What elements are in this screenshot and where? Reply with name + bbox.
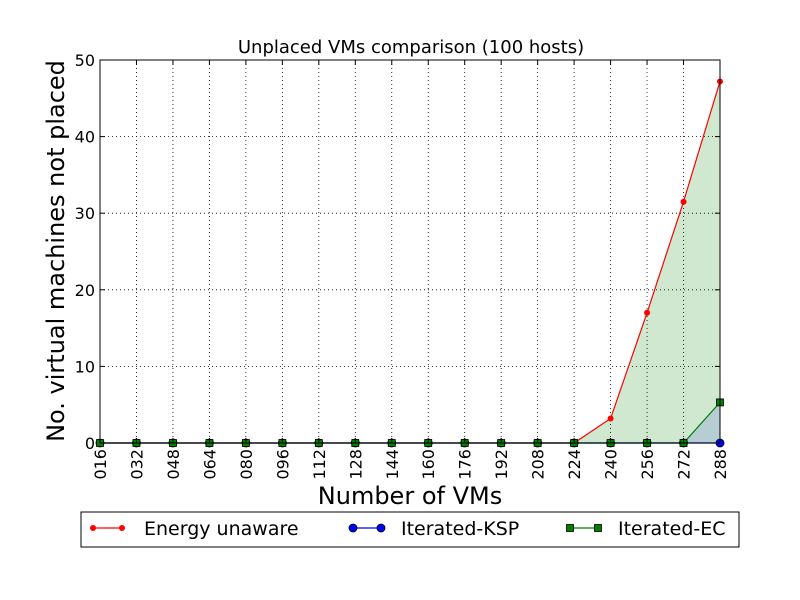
y-tick-label: 40 (75, 128, 95, 147)
legend-marker-1 (348, 523, 358, 533)
legend-label-2: Iterated-EC (618, 518, 726, 540)
x-tick-label: 080 (237, 449, 256, 480)
x-tick-label: 016 (91, 449, 110, 480)
x-tick-label: 272 (675, 449, 694, 480)
legend-marker-2 (594, 524, 602, 532)
x-tick-label: 224 (565, 449, 584, 480)
y-tick-label: 30 (75, 204, 95, 223)
x-tick-label: 208 (529, 449, 548, 480)
legend-label-0: Energy unaware (144, 518, 299, 540)
x-tick-label: 240 (602, 449, 621, 480)
plot-frame (99, 59, 721, 444)
data-point-0 (680, 198, 687, 205)
y-axis-label: No. virtual machines not placed (42, 60, 70, 442)
legend-label-1: Iterated-KSP (401, 518, 519, 540)
area-fill-0 (100, 81, 720, 443)
x-tick-label: 032 (127, 449, 146, 480)
y-tick-label: 10 (75, 357, 95, 376)
x-tick-label: 288 (711, 449, 730, 480)
x-tick-label: 160 (419, 449, 438, 480)
chart-title: Unplaced VMs comparison (100 hosts) (238, 37, 584, 58)
y-tick-label: 20 (75, 281, 95, 300)
x-tick-label: 112 (310, 449, 329, 480)
x-tick-label: 096 (273, 449, 292, 480)
legend-marker-0 (119, 525, 125, 531)
legend: Energy unaware Iterated-KSP Iterated-EC (80, 511, 740, 548)
area-fills (100, 81, 720, 443)
x-tick-label: 128 (346, 449, 365, 480)
x-tick-label: 064 (200, 449, 219, 480)
axis-ticks: 0 10 20 30 40 50 016 032 048 064 080 096 112 128 144 16… (75, 51, 730, 480)
x-tick-label: 176 (456, 449, 475, 480)
legend-marker-0 (90, 525, 96, 531)
grid-lines (100, 60, 720, 443)
x-tick-label: 192 (492, 449, 511, 480)
y-tick-label: 50 (75, 51, 95, 70)
data-point-0 (644, 309, 651, 316)
legend-marker-2 (566, 524, 574, 532)
x-axis-label: Number of VMs (318, 482, 502, 510)
x-tick-label: 144 (383, 449, 402, 480)
x-tick-label: 048 (164, 449, 183, 480)
x-tick-label: 256 (638, 449, 657, 480)
legend-box (80, 511, 740, 548)
legend-marker-1 (376, 523, 386, 533)
data-point-0 (607, 415, 614, 422)
y-tick-label: 0 (85, 434, 95, 453)
